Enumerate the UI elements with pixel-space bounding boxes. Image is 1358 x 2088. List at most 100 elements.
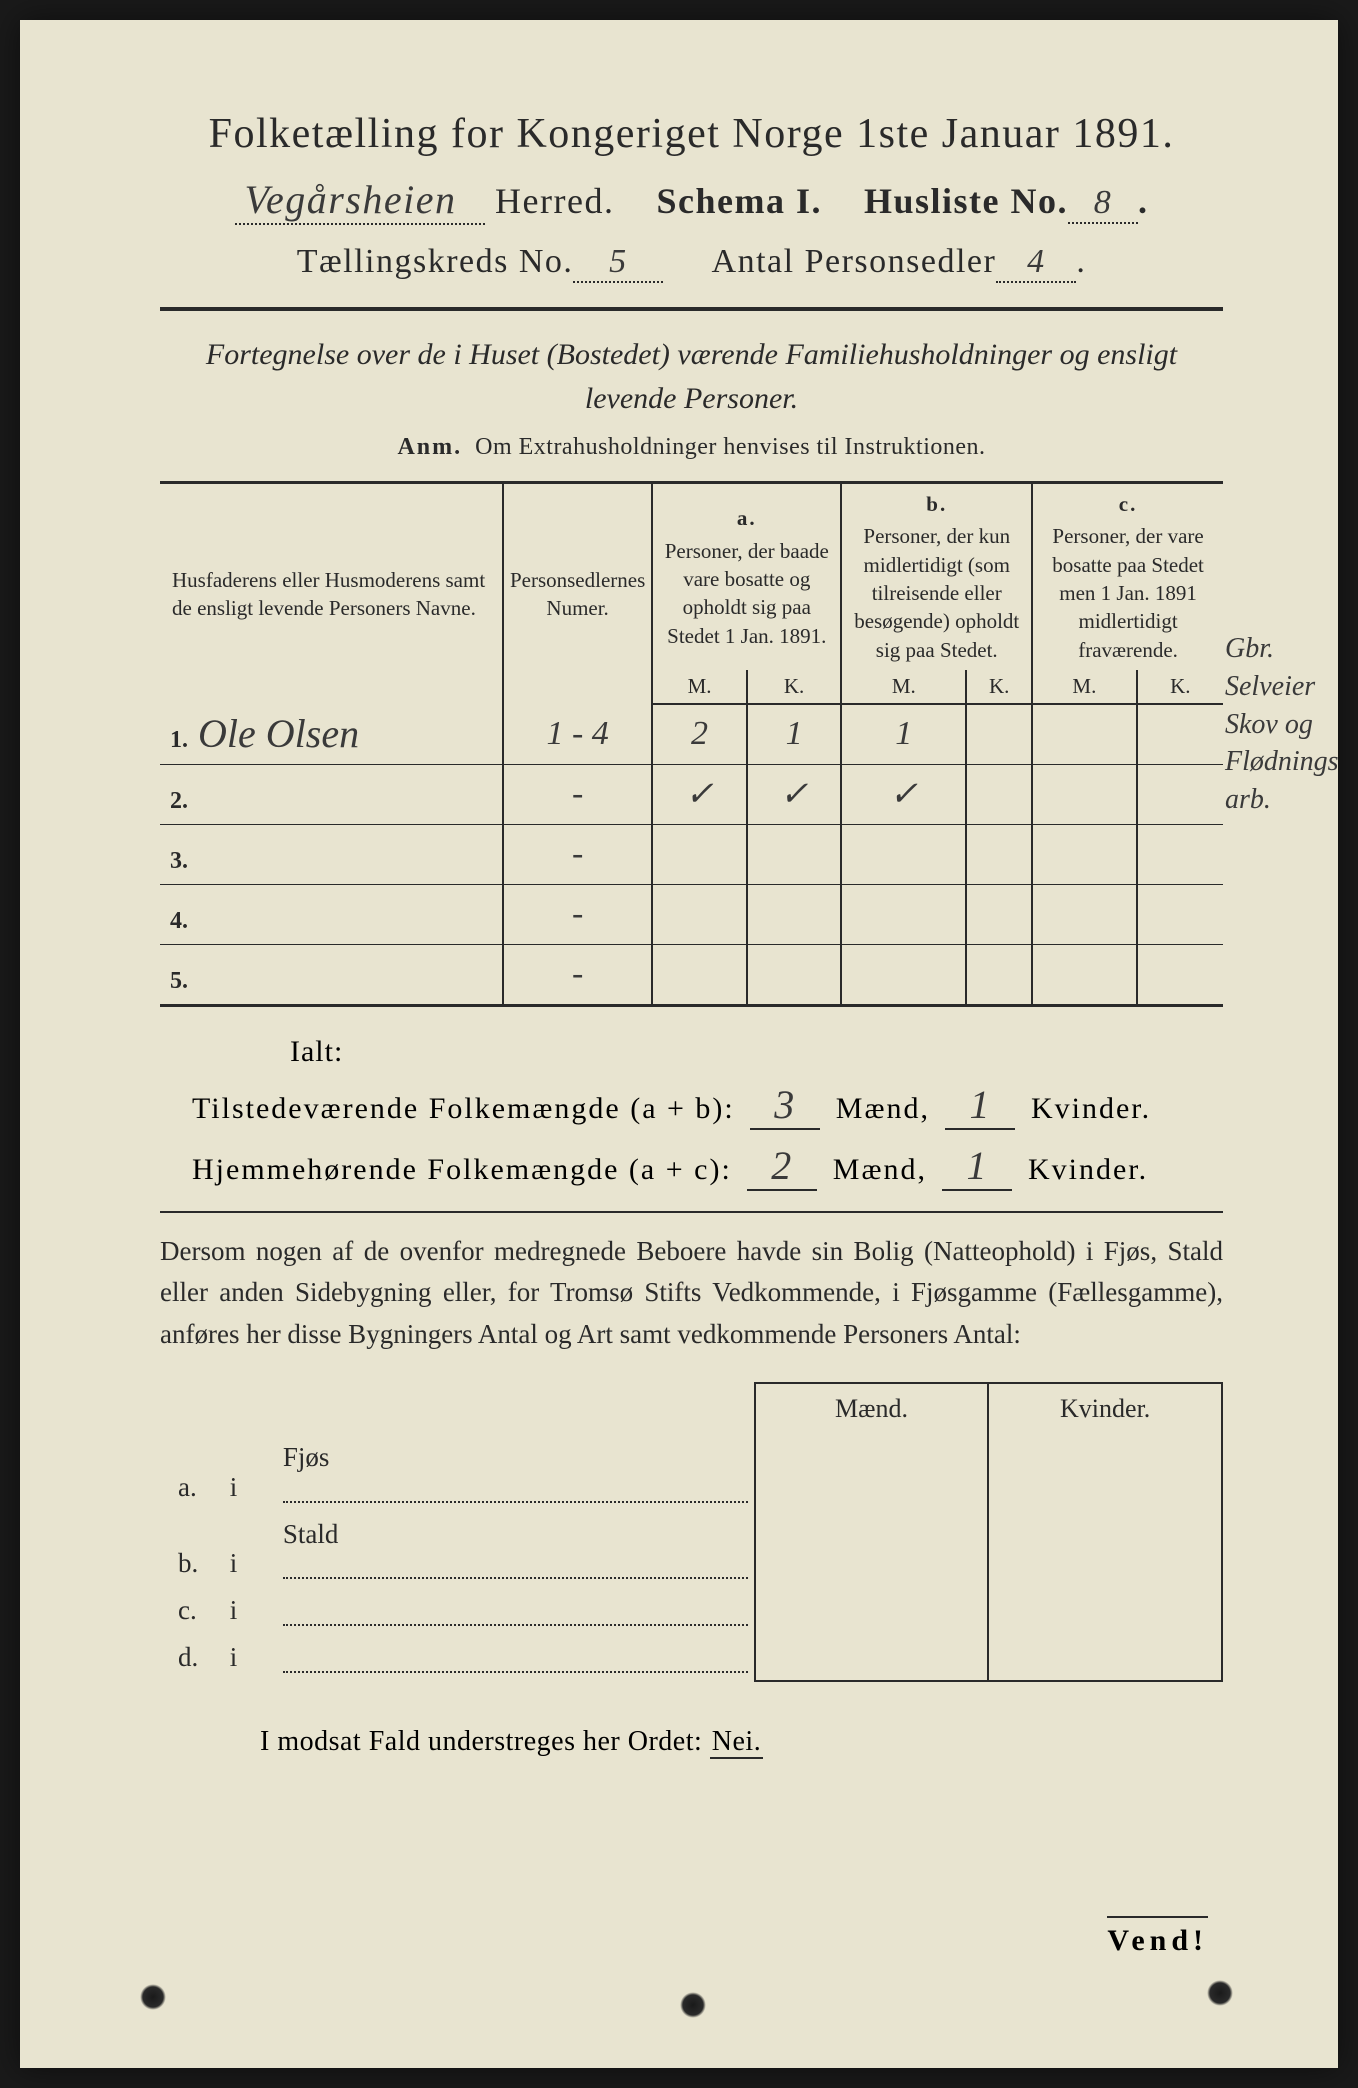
sb-row: a.iFjøs: [160, 1434, 1222, 1511]
divider: [160, 307, 1223, 311]
sb-men: [755, 1511, 989, 1588]
schema-label: Schema I.: [656, 181, 822, 221]
sb-men: [755, 1587, 989, 1634]
sb-head-men: Mænd.: [755, 1383, 989, 1434]
col-a-m: M.: [652, 670, 747, 704]
b-m: 1: [841, 704, 966, 764]
num-cell: -: [503, 944, 652, 1005]
sb-label: d.: [160, 1634, 224, 1681]
census-table: Husfaderens eller Husmoderens samt de en…: [160, 481, 1223, 1007]
anm-note: Anm. Om Extrahusholdninger henvises til …: [160, 434, 1223, 461]
census-form-page: Folketælling for Kongeriget Norge 1ste J…: [20, 20, 1338, 2068]
name-cell: 1.Ole Olsen: [160, 704, 503, 764]
husliste-label: Husliste No.: [864, 181, 1068, 221]
c-k: [1137, 764, 1223, 824]
form-subtitle: Fortegnelse over de i Huset (Bostedet) v…: [160, 333, 1223, 420]
punch-hole: [1207, 1980, 1233, 2006]
table-row: 5.-: [160, 944, 1223, 1005]
divider: [160, 1211, 1223, 1213]
col-b-m: M.: [841, 670, 966, 704]
name-cell: 5.: [160, 944, 503, 1005]
sb-row: b.iStald: [160, 1511, 1222, 1588]
col-header-num: Personsedlernes Numer.: [503, 483, 652, 705]
c-k: [1137, 704, 1223, 764]
sb-i: i: [224, 1587, 277, 1634]
personsedler-label: Antal Personsedler: [712, 243, 997, 280]
table-row: 2.-✓✓✓: [160, 764, 1223, 824]
ialt-label: Ialt:: [290, 1035, 1223, 1069]
col-c-m: M.: [1032, 670, 1136, 704]
table-row: 4.-: [160, 884, 1223, 944]
table-row: 1.Ole Olsen1 - 4211: [160, 704, 1223, 764]
col-header-c: c. Personer, der vare bosatte paa Stedet…: [1032, 483, 1223, 671]
b-k: [966, 884, 1032, 944]
b-k: [966, 704, 1032, 764]
kreds-label: Tællingskreds No.: [297, 243, 574, 280]
col-b-k: K.: [966, 670, 1032, 704]
sb-row: c.i: [160, 1587, 1222, 1634]
herred-label: Herred.: [495, 181, 614, 221]
a-k: [747, 944, 842, 1005]
sb-men: [755, 1434, 989, 1511]
a-k: 1: [747, 704, 842, 764]
name-cell: 4.: [160, 884, 503, 944]
sb-i: i: [224, 1511, 277, 1588]
a-m: 2: [652, 704, 747, 764]
c-m: [1032, 884, 1136, 944]
num-cell: -: [503, 824, 652, 884]
b-k: [966, 764, 1032, 824]
c-m: [1032, 944, 1136, 1005]
b-m: [841, 944, 966, 1005]
sb-head-women: Kvinder.: [988, 1383, 1222, 1434]
present-men: 3: [750, 1081, 820, 1130]
c-k: [1137, 824, 1223, 884]
c-m: [1032, 824, 1136, 884]
margin-annotation: Gbr. Selveier Skov og Flødnings arb.: [1225, 630, 1320, 819]
num-cell: -: [503, 764, 652, 824]
c-m: [1032, 764, 1136, 824]
a-k: [747, 884, 842, 944]
side-buildings-table: Mænd. Kvinder. a.iFjøs b.iStald c.id.i: [160, 1382, 1223, 1682]
header-row-3: Tællingskreds No.5 Antal Personsedler4.: [160, 243, 1223, 283]
anm-text: Om Extrahusholdninger henvises til Instr…: [475, 434, 985, 460]
sb-women: [988, 1634, 1222, 1681]
personsedler-value: 4: [996, 243, 1076, 283]
sb-type: Fjøs: [277, 1434, 755, 1511]
kreds-value: 5: [573, 243, 663, 283]
vend-label: Vend!: [1107, 1916, 1208, 1958]
total-resident: Hjemmehørende Folkemængde (a + c): 2 Mæn…: [192, 1142, 1223, 1191]
a-m: [652, 884, 747, 944]
resident-men: 2: [747, 1142, 817, 1191]
present-women: 1: [945, 1081, 1015, 1130]
page-title: Folketælling for Kongeriget Norge 1ste J…: [160, 110, 1223, 158]
a-m: [652, 824, 747, 884]
punch-hole: [680, 1992, 706, 2018]
b-k: [966, 824, 1032, 884]
resident-women: 1: [942, 1142, 1012, 1191]
sb-i: i: [224, 1634, 277, 1681]
sb-row: d.i: [160, 1634, 1222, 1681]
col-header-a: a. Personer, der baade vare bosatte og o…: [652, 483, 841, 671]
b-k: [966, 944, 1032, 1005]
num-cell: 1 - 4: [503, 704, 652, 764]
sb-women: [988, 1587, 1222, 1634]
punch-hole: [140, 1984, 166, 2010]
b-m: [841, 884, 966, 944]
name-cell: 2.: [160, 764, 503, 824]
c-m: [1032, 704, 1136, 764]
sb-label: b.: [160, 1511, 224, 1588]
col-header-names: Husfaderens eller Husmoderens samt de en…: [160, 483, 503, 705]
b-m: [841, 824, 966, 884]
sb-label: a.: [160, 1434, 224, 1511]
c-k: [1137, 944, 1223, 1005]
col-c-k: K.: [1137, 670, 1223, 704]
total-present: Tilstedeværende Folkemængde (a + b): 3 M…: [192, 1081, 1223, 1130]
sb-type: [277, 1587, 755, 1634]
header-row-2: Vegårsheien Herred. Schema I. Husliste N…: [160, 176, 1223, 225]
a-m: ✓: [652, 764, 747, 824]
c-k: [1137, 884, 1223, 944]
col-header-b: b. Personer, der kun midlertidigt (som t…: [841, 483, 1032, 671]
name-cell: 3.: [160, 824, 503, 884]
side-building-paragraph: Dersom nogen af de ovenfor medregnede Be…: [160, 1231, 1223, 1357]
col-a-k: K.: [747, 670, 842, 704]
